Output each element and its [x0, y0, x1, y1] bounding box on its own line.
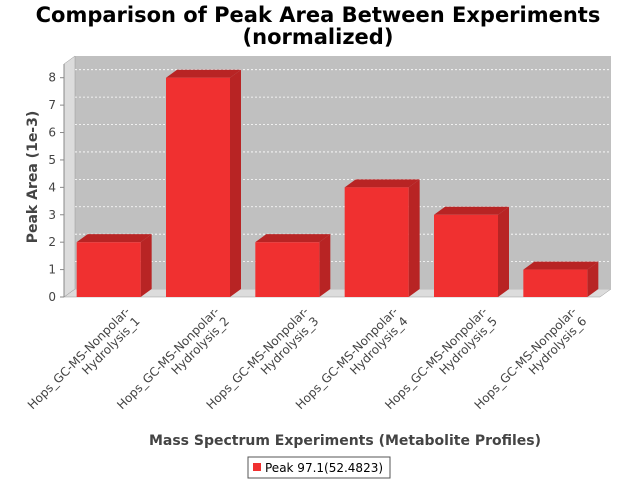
y-axis: 0 1 2 3 4 5 6 7 8 — [48, 64, 65, 304]
bar-side-5 — [498, 206, 509, 297]
bar-top-6 — [523, 261, 599, 270]
bar-5 — [434, 206, 509, 297]
bar-side-4 — [408, 179, 420, 297]
y-axis-label: Peak Area (1e-3) — [25, 111, 41, 244]
bar-top-3 — [255, 234, 331, 243]
y-tick-label-0: 0 — [48, 290, 56, 304]
x-category-line-1-1: Hops_GC-MS-Nonpolar- — [25, 304, 133, 412]
plot-area — [63, 55, 612, 298]
plot-back-wall — [75, 56, 611, 289]
bar-front-6 — [523, 269, 588, 297]
legend-entry: Peak 97.1(52.4823) — [265, 461, 383, 475]
x-axis-categories: Hops_GC-MS-Nonpolar-Hydrolysis_1Hops_GC-… — [25, 304, 589, 412]
bar-1 — [76, 234, 152, 297]
bar-side-2 — [230, 69, 241, 298]
y-tick-label-8: 8 — [48, 71, 56, 85]
bar-3 — [255, 234, 331, 297]
plot-left-wall — [63, 55, 76, 298]
bar-6 — [523, 261, 599, 297]
bar-front-1 — [76, 242, 141, 297]
y-tick-label-2: 2 — [48, 235, 56, 249]
bar-top-4 — [344, 179, 420, 188]
y-tick-label-4: 4 — [48, 180, 56, 194]
legend-swatch — [253, 463, 261, 471]
bar-4 — [344, 179, 420, 297]
y-tick-label-7: 7 — [48, 98, 56, 112]
bar-side-6 — [587, 261, 599, 297]
x-axis-label: Mass Spectrum Experiments (Metabolite Pr… — [149, 433, 541, 449]
bars — [76, 69, 599, 298]
bar-2 — [166, 69, 241, 298]
bar-front-5 — [434, 214, 498, 297]
bar-side-3 — [319, 234, 331, 297]
bar-front-3 — [255, 242, 320, 297]
legend: Peak 97.1(52.4823) — [247, 456, 391, 479]
gridlines — [75, 69, 611, 262]
legend-box — [247, 456, 391, 479]
chart-title-line-2: (normalized) — [243, 25, 394, 49]
bar-front-4 — [344, 187, 409, 297]
bar-top-2 — [166, 69, 241, 78]
bar-top-5 — [434, 206, 509, 215]
bar-front-2 — [166, 77, 230, 298]
y-tick-label-3: 3 — [48, 208, 56, 222]
bar-side-1 — [140, 234, 152, 297]
y-tick-label-1: 1 — [48, 263, 56, 277]
bar-top-1 — [76, 234, 152, 243]
chart-title-line-1: Comparison of Peak Area Between Experime… — [36, 3, 601, 27]
y-tick-label-6: 6 — [48, 126, 56, 140]
y-tick-label-5: 5 — [48, 153, 56, 167]
